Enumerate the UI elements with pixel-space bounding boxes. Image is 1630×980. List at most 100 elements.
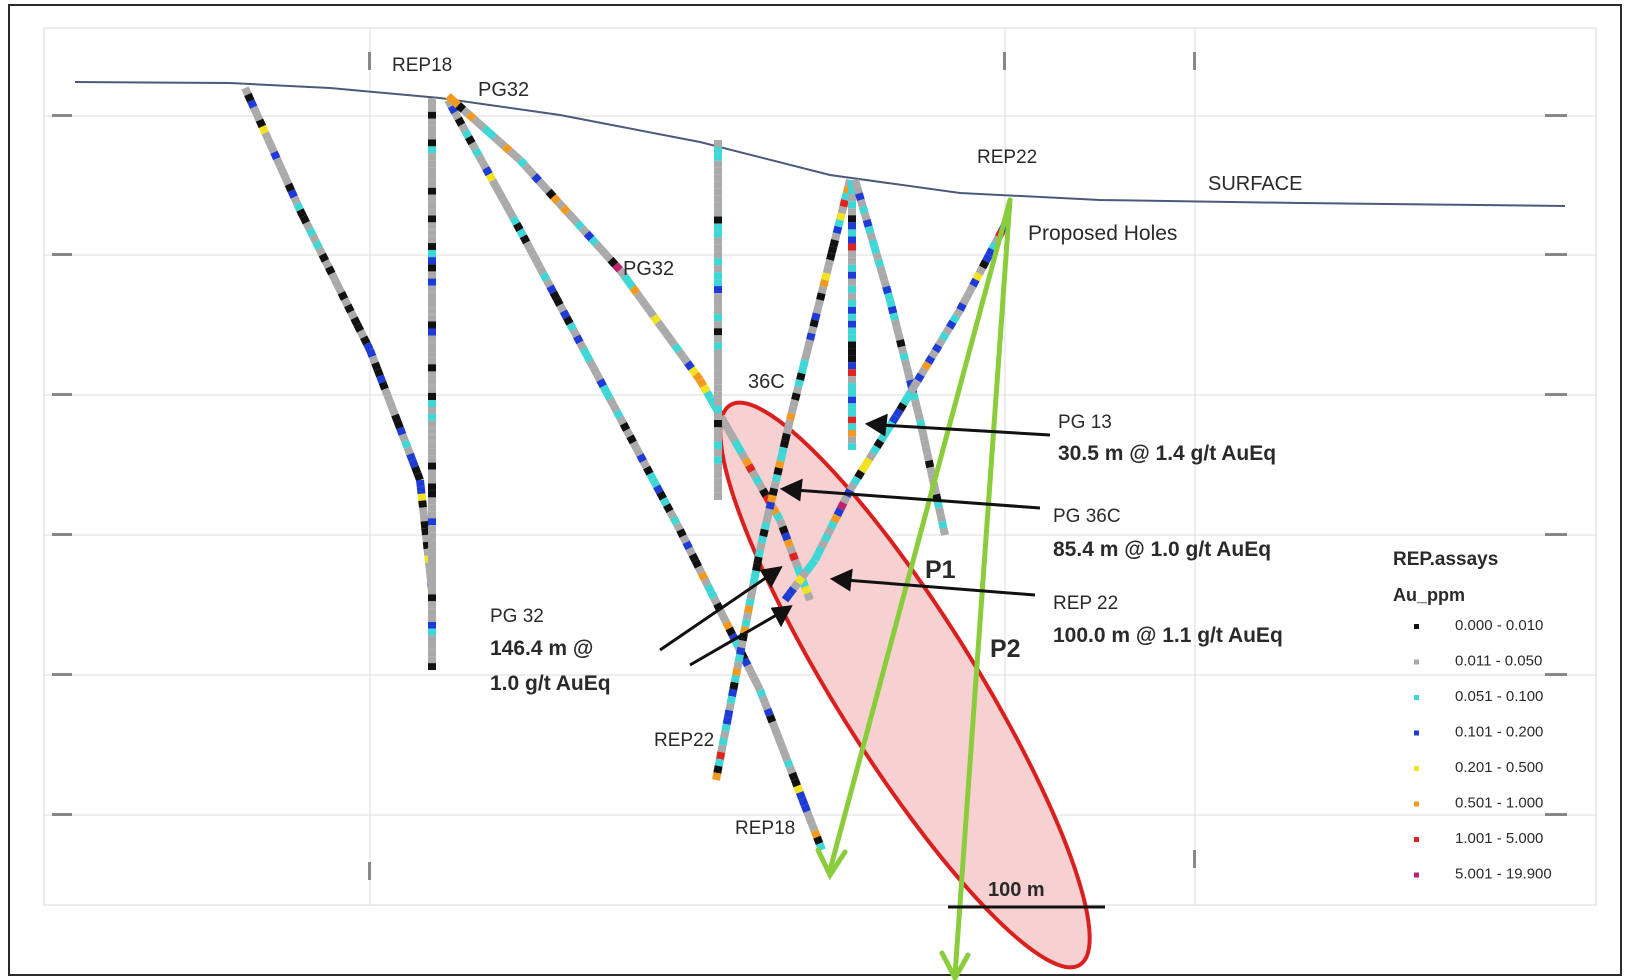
assay-interval [287, 189, 298, 199]
assay-interval [861, 457, 873, 468]
assay-interval [876, 265, 887, 275]
assay-interval [778, 446, 788, 456]
assay-interval [563, 315, 574, 326]
assay-interval [334, 284, 345, 295]
assay-interval [839, 199, 849, 208]
assay-interval [492, 184, 503, 195]
assay-interval [481, 125, 492, 136]
assay-interval [936, 513, 946, 523]
assay-interval [606, 396, 617, 407]
callout-pg32-value-2: 1.0 g/t AuEq [490, 672, 611, 695]
assay-interval [757, 535, 768, 545]
assay-interval [482, 166, 493, 177]
assay-interval [756, 542, 766, 551]
assay-interval [720, 730, 730, 739]
assay-interval [962, 289, 974, 300]
hole-pg32-shallow [445, 93, 814, 602]
assay-interval [791, 392, 801, 401]
assay-interval [593, 241, 604, 252]
assay-interval [746, 591, 756, 600]
assay-interval [734, 444, 746, 456]
assay-interval [752, 563, 762, 572]
assay-interval [716, 608, 727, 618]
assay-interval [791, 558, 802, 569]
assay-interval [261, 131, 272, 142]
assay-interval [896, 339, 906, 348]
assay-interval [896, 402, 907, 413]
assay-interval [911, 399, 921, 408]
assay-interval [920, 439, 930, 448]
assay-interval [824, 259, 834, 268]
assay-interval [654, 319, 666, 331]
assay-interval [659, 496, 671, 507]
assay-interval [790, 580, 802, 591]
assay-interval [613, 409, 624, 420]
assay-interval [353, 322, 365, 333]
callout-pg13-name: PG 13 [1058, 412, 1112, 433]
assay-interval [820, 532, 832, 543]
assay-interval [878, 272, 889, 282]
assay-interval [770, 480, 780, 490]
label-rep18-top: REP18 [392, 55, 452, 76]
assay-interval [815, 842, 826, 852]
label-pg32-mid: PG32 [623, 258, 674, 280]
assay-interval [969, 277, 980, 288]
drill-holes [241, 86, 1009, 852]
callout-pg13-value: 30.5 m @ 1.4 g/t AuEq [1058, 442, 1276, 465]
assay-interval [822, 265, 833, 275]
assay-interval [455, 102, 467, 113]
assay-interval [771, 473, 782, 483]
assay-interval [543, 278, 554, 289]
assay-interval [884, 292, 894, 302]
assay-interval [649, 478, 661, 489]
assay-interval [807, 325, 818, 335]
assay-interval [899, 352, 909, 361]
assay-interval [901, 359, 911, 368]
legend-label: 0.051 - 0.100 [1455, 688, 1543, 705]
assay-interval [736, 646, 746, 656]
assay-interval [793, 565, 804, 575]
assay-interval [938, 520, 948, 530]
assay-interval [350, 316, 361, 327]
assay-interval [710, 595, 721, 606]
legend-swatch [1414, 837, 1419, 842]
assay-interval [803, 591, 814, 602]
assay-interval [837, 205, 848, 215]
assay-interval [796, 372, 806, 381]
assay-interval [502, 203, 514, 214]
assay-interval [393, 420, 404, 430]
assay-interval [396, 426, 407, 436]
assay-interval [874, 258, 885, 268]
assay-interval [629, 440, 641, 451]
assay-interval [545, 188, 557, 200]
assay-interval [744, 605, 754, 614]
assay-interval [985, 247, 996, 258]
legend-subtitle: Au_ppm [1393, 585, 1465, 605]
pg13-arrow [879, 423, 1051, 437]
assay-interval [633, 446, 644, 457]
label-proposed-holes: Proposed Holes [1028, 222, 1177, 245]
assay-interval [559, 309, 571, 320]
assay-interval [650, 313, 662, 325]
assay-interval [858, 463, 869, 474]
assay-interval [753, 682, 764, 692]
assay-interval [938, 331, 950, 342]
assay-interval [688, 366, 700, 377]
assay-interval [776, 518, 787, 529]
assay-interval [475, 153, 486, 164]
assay-interval [512, 152, 523, 163]
assay-interval [388, 407, 399, 417]
assay-interval [555, 199, 566, 210]
assay-interval [401, 439, 412, 449]
assay-interval [724, 426, 735, 437]
assay-interval [768, 487, 779, 497]
assay-interval [978, 259, 990, 270]
assay-interval [623, 428, 634, 439]
assay-interval [801, 352, 811, 361]
assay-interval [273, 156, 284, 167]
assay-interval [773, 733, 784, 743]
assay-interval [302, 220, 314, 231]
assay-interval [509, 215, 521, 226]
assay-interval [564, 209, 576, 221]
assay-interval [579, 346, 591, 357]
